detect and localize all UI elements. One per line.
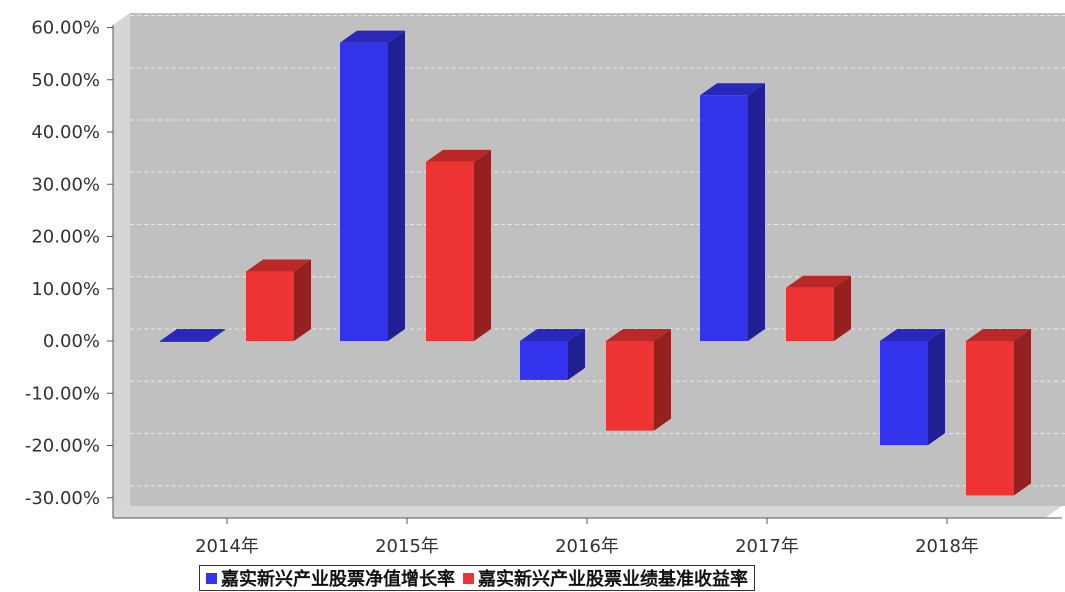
y-tick-label: 40.00% xyxy=(31,122,100,143)
bar-front xyxy=(426,161,474,341)
bar-chart: 60.00% 50.00% 40.00% 30.00% 20.00% 10.00% 0.00… xyxy=(25,13,1065,557)
bar-front xyxy=(246,271,294,341)
bar-nav-growth-2014 xyxy=(160,329,225,342)
legend-swatch-blue xyxy=(206,572,217,584)
y-tick-label: -10.00% xyxy=(25,383,100,404)
bar-front xyxy=(966,341,1014,496)
bar-side xyxy=(748,83,765,341)
x-tick-label: 2018年 xyxy=(915,536,979,557)
bar-benchmark-2014 xyxy=(246,259,311,341)
y-tick-label: 60.00% xyxy=(31,18,100,39)
bar-top xyxy=(426,149,491,162)
y-tick-label: 10.00% xyxy=(31,279,100,300)
y-tick-label: 20.00% xyxy=(31,227,100,248)
x-axis: 2014年 2015年 2016年 2017年 2018年 xyxy=(195,518,979,557)
legend-label-nav-growth: 嘉实新兴产业股票净值增长率 xyxy=(221,569,455,590)
bar-side xyxy=(388,30,405,342)
bar-front xyxy=(786,287,834,341)
bar-front xyxy=(160,341,208,342)
bar-top xyxy=(340,30,405,43)
y-tick-label: 30.00% xyxy=(31,174,100,195)
bar-side xyxy=(654,329,671,431)
bar-top xyxy=(966,329,1031,341)
legend-item-benchmark: 嘉实新兴产业股票业绩基准收益率 xyxy=(463,565,748,591)
bar-front xyxy=(700,95,748,341)
bar-side xyxy=(568,329,585,380)
bars xyxy=(160,30,1031,496)
bar-top xyxy=(520,329,585,341)
bar-nav-growth-2017 xyxy=(700,83,765,341)
bar-front xyxy=(606,341,654,431)
y-tick-label: 0.00% xyxy=(43,331,100,352)
x-tick-label: 2015年 xyxy=(375,536,439,557)
bar-top xyxy=(246,259,311,272)
y-axis: 60.00% 50.00% 40.00% 30.00% 20.00% 10.00% 0.00… xyxy=(25,18,113,509)
bar-nav-growth-2018 xyxy=(880,329,945,446)
bar-front xyxy=(340,42,388,342)
plot-floor xyxy=(113,506,1062,518)
bar-side xyxy=(294,259,311,341)
bar-side xyxy=(834,275,851,341)
legend-label-benchmark: 嘉实新兴产业股票业绩基准收益率 xyxy=(478,569,748,590)
bar-side xyxy=(928,329,945,446)
bar-top xyxy=(160,329,225,341)
bar-top xyxy=(880,329,945,341)
bar-benchmark-2015 xyxy=(426,149,491,341)
x-tick-label: 2017年 xyxy=(735,536,799,557)
legend: 嘉实新兴产业股票净值增长率 嘉实新兴产业股票业绩基准收益率 xyxy=(199,565,755,591)
x-tick-label: 2014年 xyxy=(195,536,259,557)
bar-side xyxy=(208,329,225,342)
bar-side xyxy=(474,149,491,341)
y-tick-label: -20.00% xyxy=(25,436,100,457)
legend-item-nav-growth: 嘉实新兴产业股票净值增长率 xyxy=(206,565,455,591)
bar-nav-growth-2016 xyxy=(520,329,585,380)
bar-front xyxy=(520,341,568,380)
bar-top xyxy=(606,329,671,341)
legend-swatch-red xyxy=(463,572,474,584)
plot-side-wall xyxy=(113,13,130,518)
bar-benchmark-2017 xyxy=(786,275,851,341)
bar-nav-growth-2015 xyxy=(340,30,405,342)
bar-top xyxy=(786,275,851,288)
bar-top xyxy=(700,83,765,96)
y-tick-label: -30.00% xyxy=(25,488,100,509)
bar-front xyxy=(880,341,928,446)
bar-side xyxy=(1014,329,1031,496)
y-tick-label: 50.00% xyxy=(31,70,100,91)
x-tick-label: 2016年 xyxy=(555,536,619,557)
bar-benchmark-2018 xyxy=(966,329,1031,496)
bar-benchmark-2016 xyxy=(606,329,671,431)
